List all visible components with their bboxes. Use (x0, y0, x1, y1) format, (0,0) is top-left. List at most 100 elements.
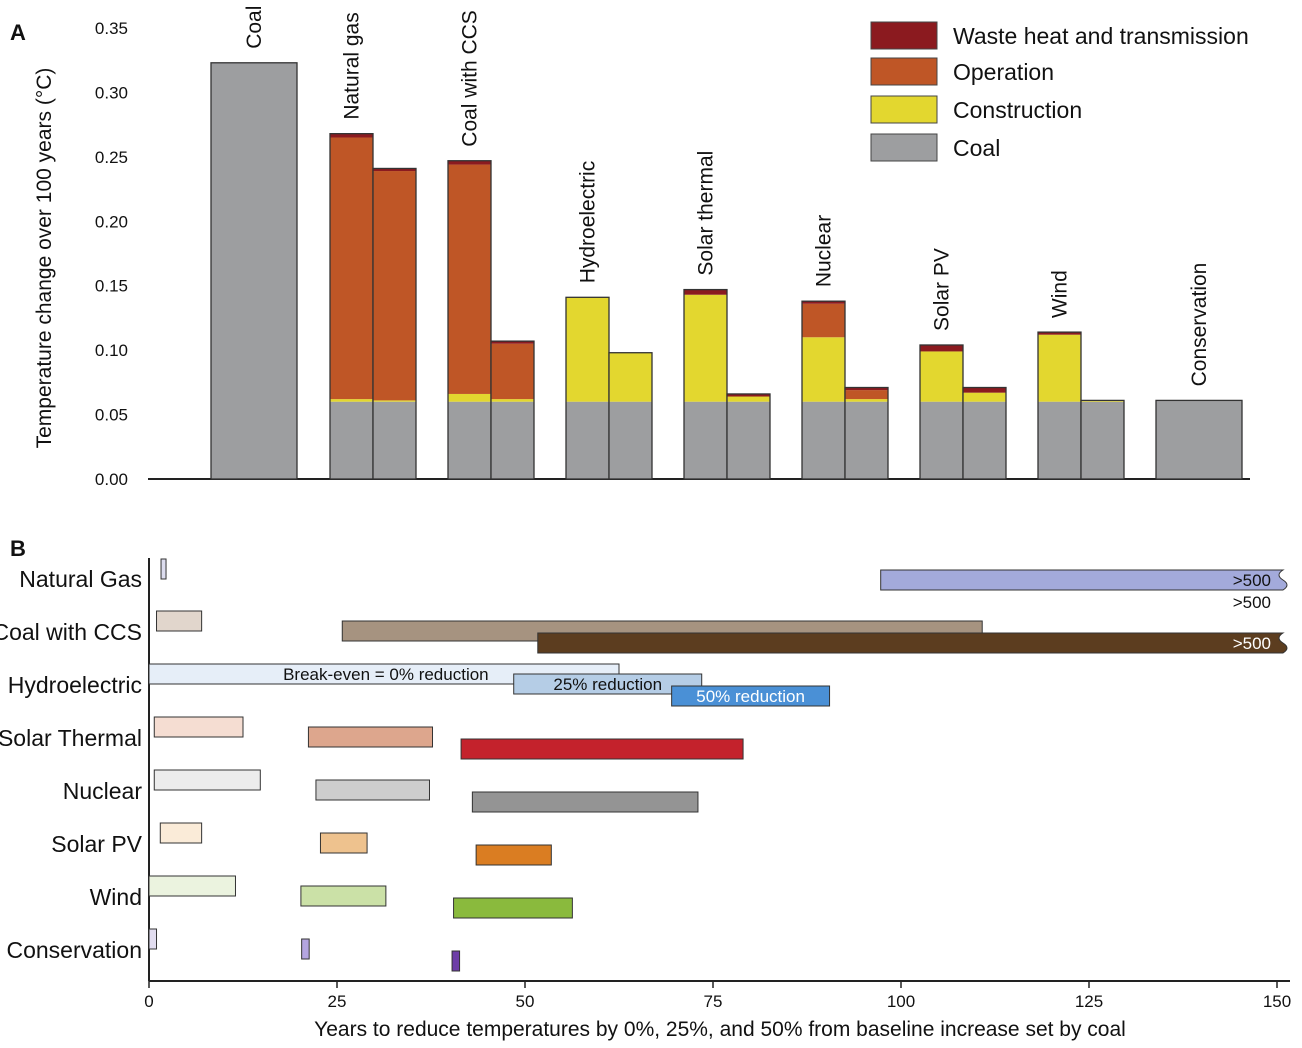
x-tick-label: 50 (516, 992, 535, 1011)
legend-swatch-waste (870, 21, 938, 50)
row-label-hydroelectric: Hydroelectric (8, 672, 142, 698)
x-tick-label: 0 (144, 992, 153, 1011)
range-bar-hydroelectric-1-text: Break-even = 0% reduction (283, 665, 489, 684)
bar-solar-pv-2-waste (963, 387, 1006, 393)
bar-solar-thermal-1-construction (684, 294, 727, 402)
bar-nuclear-1-construction (802, 337, 845, 402)
y-tick-label: 0.30 (95, 83, 128, 102)
bar-outline-coal-with-ccs-1 (447, 160, 492, 480)
category-label-coal-with-ccs: Coal with CCS (459, 10, 482, 147)
range-bar-hydroelectric-3-text: 50% reduction (696, 687, 805, 706)
bar-coal-with-ccs-1-waste (448, 160, 491, 165)
panel-a-label: A (10, 20, 26, 45)
range-bar-coal-with-ccs-3-text: >500 (1233, 634, 1271, 653)
y-tick-label: 0.10 (95, 341, 128, 360)
bar-outline-natural-gas-2 (372, 167, 417, 480)
legend-swatch-coal (870, 133, 938, 162)
bar-natural-gas-1-construction (330, 399, 373, 402)
range-bar-nuclear-3 (471, 791, 699, 813)
bar-natural-gas-2-operation (373, 171, 416, 401)
category-label-coal: Coal (243, 6, 266, 49)
bar-nuclear-1-waste (802, 301, 845, 304)
bar-coal-1-coal (211, 62, 297, 479)
row-label-solar-thermal: Solar Thermal (0, 725, 142, 751)
bar-outline-coal-with-ccs-2 (490, 340, 535, 480)
bar-outline-nuclear-2 (844, 386, 889, 480)
bar-solar-pv-2-construction (963, 392, 1006, 402)
bar-solar-thermal-2-coal (727, 401, 770, 479)
panel-a-chart: 0.00 0.05 0.10 0.15 0.20 0.25 0.30 0.35 Coal Natu… (95, 6, 1250, 489)
bar-wind-1-waste (1038, 332, 1081, 335)
bar-natural-gas-2-waste (373, 168, 416, 172)
bar-outline-solar-pv-2 (962, 386, 1007, 480)
bar-solar-thermal-2-waste (727, 393, 770, 397)
y-tick-label: 0.35 (95, 19, 128, 38)
y-tick-label: 0.20 (95, 212, 128, 231)
bar-outline-coal-1 (210, 62, 298, 480)
legend-swatch-operation (870, 57, 938, 86)
bar-solar-pv-1-construction (920, 351, 963, 402)
range-bar-coal-with-ccs-3 (537, 632, 1288, 654)
x-tick-label: 25 (328, 992, 347, 1011)
bar-nuclear-2-construction (845, 399, 888, 402)
bar-natural-gas-1-operation (330, 137, 373, 400)
range-bar-conservation-2 (301, 938, 310, 960)
bar-nuclear-1-operation (802, 303, 845, 338)
range-bar-wind-1 (148, 875, 236, 897)
bar-solar-pv-2-coal (963, 401, 1006, 479)
bar-outline-solar-thermal-2 (726, 393, 771, 480)
row-label-coal-with-ccs: Coal with CCS (0, 619, 142, 645)
bar-solar-thermal-2-construction (727, 396, 770, 402)
row-label-nuclear: Nuclear (63, 778, 143, 804)
bar-hydroelectric-1-coal (566, 401, 609, 479)
range-bar-nuclear-1 (153, 769, 261, 791)
bar-conservation-1-coal (1156, 400, 1242, 479)
panel-b-label: B (10, 536, 26, 561)
range-bar-solar-pv-1 (159, 822, 203, 844)
category-label-hydroelectric: Hydroelectric (577, 161, 600, 284)
bar-outline-solar-thermal-1 (683, 288, 728, 480)
overflow-note-natural-gas: >500 (1233, 593, 1271, 612)
bar-natural-gas-2-coal (373, 401, 416, 479)
row-label-wind: Wind (90, 884, 142, 910)
range-bar-hydroelectric-2 (513, 673, 703, 695)
range-bar-solar-thermal-3 (460, 738, 744, 760)
bar-hydroelectric-2-coal (609, 401, 652, 479)
bar-wind-1-coal (1038, 401, 1081, 479)
range-bar-natural-gas-1 (160, 558, 167, 580)
x-tick-label: 75 (704, 992, 723, 1011)
bar-nuclear-2-operation (845, 390, 888, 400)
y-tick-label: 0.05 (95, 406, 128, 425)
bar-wind-1-construction (1038, 334, 1081, 402)
range-bar-conservation-3 (451, 950, 461, 972)
range-bar-solar-pv-3 (475, 844, 552, 866)
range-bar-solar-thermal-1 (153, 716, 244, 738)
range-bar-wind-2 (300, 885, 387, 907)
range-bar-coal-with-ccs-1 (156, 610, 203, 632)
range-bar-hydroelectric-3 (671, 685, 831, 707)
y-tick-label: 0.25 (95, 148, 128, 167)
row-label-natural-gas: Natural Gas (19, 566, 142, 592)
range-bar-solar-pv-2 (319, 832, 368, 854)
legend-label-waste: Waste heat and transmission (953, 23, 1249, 49)
row-label-conservation: Conservation (6, 937, 142, 963)
range-bar-solar-thermal-2 (307, 726, 434, 748)
range-bar-natural-gas-2 (880, 569, 1288, 591)
bar-coal-with-ccs-1-construction (448, 393, 491, 402)
y-tick-label: 0.15 (95, 277, 128, 296)
category-label-conservation: Conservation (1188, 263, 1211, 387)
bar-nuclear-1-coal (802, 401, 845, 479)
bar-coal-with-ccs-2-waste (491, 341, 534, 344)
bar-natural-gas-2-construction (373, 400, 416, 402)
legend-swatch-construction (870, 95, 938, 124)
row-label-solar-pv: Solar PV (51, 831, 142, 857)
range-bar-hydroelectric-2-text: 25% reduction (553, 675, 662, 694)
panel-b-x-axis-title: Years to reduce temperatures by 0%, 25%,… (314, 1018, 1126, 1041)
category-label-solar-pv: Solar PV (931, 248, 954, 331)
bar-coal-with-ccs-1-operation (448, 164, 491, 394)
category-label-solar-thermal: Solar thermal (695, 151, 718, 276)
bar-solar-thermal-1-waste (684, 289, 727, 295)
bar-natural-gas-1-waste (330, 133, 373, 138)
bar-coal-with-ccs-2-operation (491, 343, 534, 400)
